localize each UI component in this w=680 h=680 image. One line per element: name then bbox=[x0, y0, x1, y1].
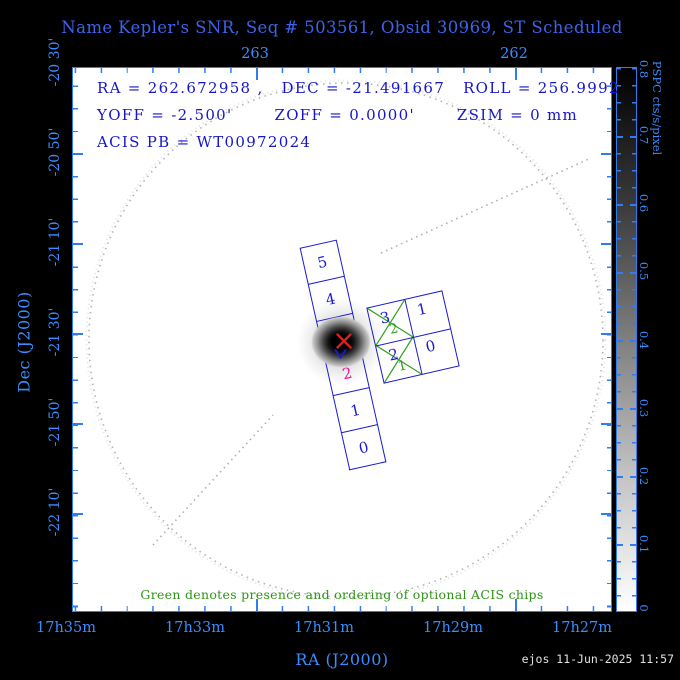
plot-area: RA = 262.672958 , DEC = -21.491667 ROLL … bbox=[72, 67, 618, 612]
x-axis-bottom-tick-label: 17h35m bbox=[36, 620, 96, 636]
x-axis-bottom-tick-label: 17h29m bbox=[423, 620, 483, 636]
x-axis-major-tick bbox=[515, 68, 517, 80]
pspc-field-rim-outer bbox=[85, 79, 607, 601]
colorbar-tick-label: 0 bbox=[637, 604, 651, 612]
colorbar-major-tick bbox=[617, 408, 623, 410]
colorbar-major-tick bbox=[630, 544, 636, 546]
optional-order-label: 1 bbox=[395, 356, 408, 375]
acis-s-chip-0: 0 bbox=[340, 424, 386, 470]
ra-value: RA = 262.672958 , bbox=[97, 79, 264, 97]
x-axis-major-tick bbox=[515, 599, 517, 611]
yoff-value: YOFF = -2.500' bbox=[97, 106, 233, 124]
optional-order-label: 2 bbox=[387, 319, 400, 338]
colorbar-major-tick bbox=[617, 340, 623, 342]
colorbar-tick-label: 0.2 bbox=[637, 466, 651, 486]
colorbar-major-tick bbox=[630, 408, 636, 410]
snr-target-blob bbox=[312, 317, 370, 367]
colorbar bbox=[616, 67, 637, 612]
roll-value: ROLL = 256.9992 bbox=[463, 79, 620, 97]
acis-pb-value: ACIS PB = WT00972024 bbox=[97, 133, 312, 151]
pointing-info-row: YOFF = -2.500' ZOFF = 0.0000' ZSIM = 0 m… bbox=[97, 106, 620, 126]
colorbar-tick-label: 0.4 bbox=[637, 330, 651, 350]
pointing-info-row: ACIS PB = WT00972024 bbox=[97, 133, 620, 153]
colorbar-tick-label: 0.5 bbox=[637, 261, 651, 281]
x-axis-bottom-tick-label: 17h33m bbox=[165, 620, 225, 636]
plot-title: Name Kepler's SNR, Seq # 503561, Obsid 3… bbox=[61, 18, 623, 37]
x-axis-bottom-tick-label: 17h31m bbox=[294, 620, 354, 636]
colorbar-tick-label: 0.7 bbox=[637, 125, 651, 145]
y-axis-tick-label: -20 30' bbox=[47, 37, 63, 87]
colorbar-ticks bbox=[632, 68, 636, 611]
y-axis-major-tick bbox=[601, 423, 611, 425]
colorbar-tick-label: 0.3 bbox=[637, 398, 651, 418]
zoff-value: ZOFF = 0.0000' bbox=[274, 106, 415, 124]
acis-i-array: 3 2 1 2 1 0 bbox=[365, 289, 460, 384]
y-axis-tick-label: -21 10' bbox=[47, 217, 63, 267]
optional-chips-note: Green denotes presence and ordering of o… bbox=[140, 587, 544, 602]
pointing-info-row: RA = 262.672958 , DEC = -21.491667 ROLL … bbox=[97, 79, 620, 99]
y-axis-major-tick bbox=[73, 243, 83, 245]
colorbar-major-tick bbox=[630, 136, 636, 138]
y-axis-major-tick bbox=[601, 153, 611, 155]
colorbar-ticks bbox=[617, 68, 621, 611]
y-axis-title: Dec (J2000) bbox=[14, 291, 34, 393]
y-axis-major-tick bbox=[601, 513, 611, 515]
y-axis-tick-label: -21 30' bbox=[47, 307, 63, 357]
optional-chip-cross-lines bbox=[366, 299, 421, 383]
x-axis-title: RA (J2000) bbox=[295, 650, 389, 669]
y-axis-right-ticks bbox=[606, 68, 611, 611]
acis-i-chip-0: 0 bbox=[423, 335, 437, 356]
x-axis-top-tick-label: 262 bbox=[500, 46, 528, 62]
pointing-info: RA = 262.672958 , DEC = -21.491667 ROLL … bbox=[97, 79, 620, 160]
colorbar-major-tick bbox=[617, 204, 623, 206]
colorbar-tick-label: 0.6 bbox=[637, 193, 651, 213]
offset-arrow-icon bbox=[334, 348, 347, 359]
x-axis-top-ticks bbox=[73, 68, 611, 73]
dec-value: DEC = -21.491667 bbox=[281, 79, 446, 97]
colorbar-major-tick bbox=[617, 544, 623, 546]
colorbar-major-tick bbox=[630, 204, 636, 206]
rib-shadow-streak bbox=[152, 414, 274, 546]
x-axis-bottom-tick-label: 17h27m bbox=[552, 620, 612, 636]
colorbar-major-tick bbox=[617, 272, 623, 274]
x-axis-major-tick bbox=[256, 599, 258, 611]
colorbar-tick-label: 0.1 bbox=[637, 534, 651, 554]
y-axis-major-tick bbox=[601, 333, 611, 335]
colorbar-tick-label: 0.8 bbox=[637, 59, 651, 79]
y-axis-major-tick bbox=[73, 153, 83, 155]
colorbar-major-tick bbox=[630, 476, 636, 478]
colorbar-major-tick bbox=[617, 476, 623, 478]
y-axis-major-tick bbox=[73, 423, 83, 425]
y-axis-major-tick bbox=[73, 513, 83, 515]
colorbar-major-tick bbox=[630, 340, 636, 342]
x-axis-top-tick-label: 263 bbox=[241, 46, 269, 62]
aimpoint-x-marker bbox=[336, 333, 352, 349]
y-axis-tick-label: -22 10' bbox=[47, 487, 63, 537]
y-axis-left-ticks bbox=[73, 68, 78, 611]
zsim-value: ZSIM = 0 mm bbox=[456, 106, 579, 124]
colorbar-major-tick bbox=[617, 136, 623, 138]
y-axis-major-tick bbox=[73, 333, 83, 335]
y-axis-major-tick bbox=[601, 243, 611, 245]
timestamp: ejos 11-Jun-2025 11:57 bbox=[521, 652, 674, 666]
pspc-field-rim bbox=[88, 82, 604, 598]
x-axis-bottom-ticks bbox=[73, 606, 611, 611]
y-axis-tick-label: -20 50' bbox=[47, 127, 63, 177]
x-axis-major-tick bbox=[256, 68, 258, 80]
colorbar-major-tick bbox=[630, 272, 636, 274]
colorbar-title: PSPC cts/s/pixel bbox=[650, 60, 664, 156]
y-axis-tick-label: -21 50' bbox=[47, 397, 63, 447]
